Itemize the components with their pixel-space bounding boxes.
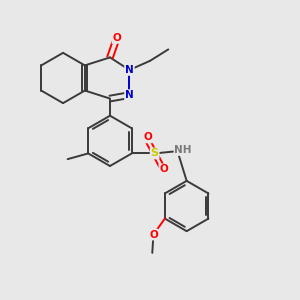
Text: O: O bbox=[143, 132, 152, 142]
Text: N: N bbox=[125, 65, 134, 75]
Text: N: N bbox=[125, 90, 134, 100]
Text: O: O bbox=[149, 230, 158, 240]
Text: O: O bbox=[159, 164, 168, 174]
Text: O: O bbox=[112, 33, 121, 43]
Text: S: S bbox=[151, 148, 159, 158]
Text: NH: NH bbox=[175, 145, 192, 155]
